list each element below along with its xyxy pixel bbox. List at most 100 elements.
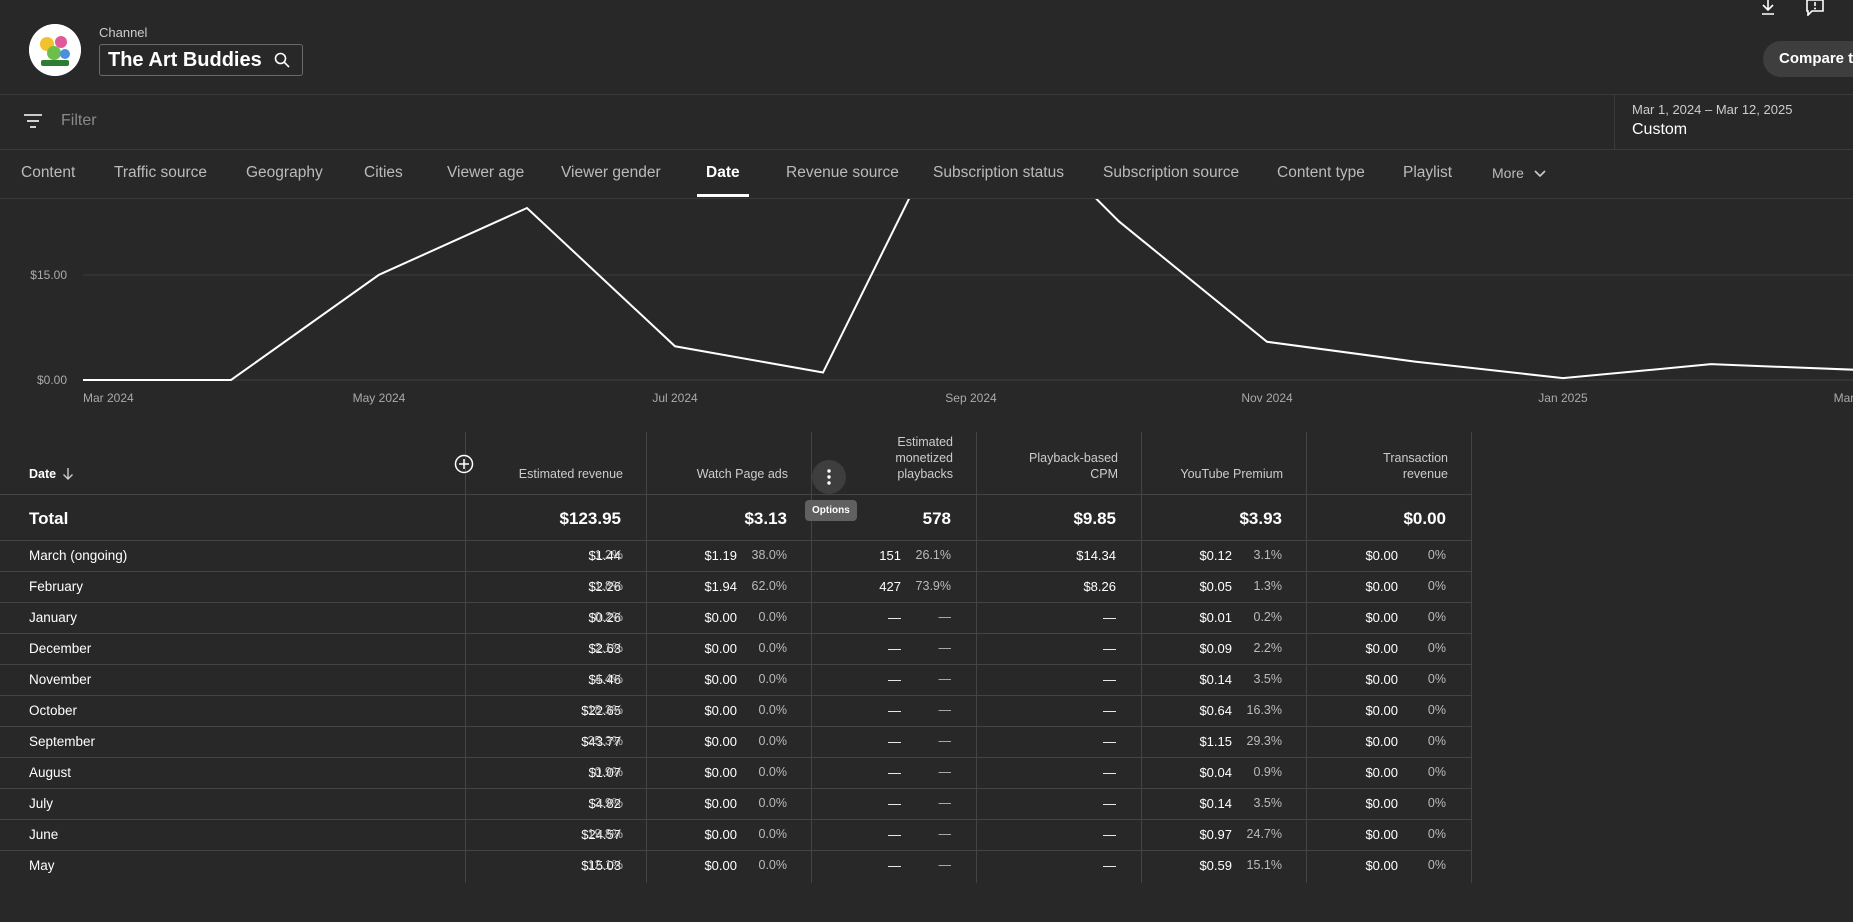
cell-value: $0.26 (588, 610, 621, 625)
cell-value: — (1103, 672, 1116, 687)
row-date-label: June (29, 827, 59, 842)
cell-value: $0.00 (1365, 641, 1398, 656)
channel-logo-icon (29, 24, 81, 76)
cell-percent: 1.3% (1253, 579, 1283, 593)
chevron-down-icon (1534, 170, 1546, 178)
cell-percent: 0.2% (594, 610, 624, 624)
date-column-header[interactable]: Date (0, 432, 465, 494)
cell-value: $0.00 (1365, 672, 1398, 687)
tab-content[interactable]: Content (21, 164, 76, 181)
cell-value: $2.63 (588, 641, 621, 656)
table-row: August $1.07 0.9% $0.00 0.0% — — — $0.04 0.9% $0.0… (0, 757, 1472, 789)
cell-value: $0.00 (704, 858, 737, 873)
x-tick-label: Mar 2025 (1834, 391, 1853, 405)
cell-percent: 16.3% (1246, 703, 1282, 717)
tab-subscription-status[interactable]: Subscription status (933, 164, 1064, 181)
data-point[interactable] (1560, 375, 1566, 381)
cell-value: $0.05 (1199, 579, 1232, 594)
data-point[interactable] (1116, 218, 1122, 224)
tab-geography[interactable]: Geography (246, 164, 323, 181)
filter-input[interactable]: Filter (61, 112, 97, 129)
data-point[interactable] (376, 272, 382, 278)
cell-percent: 2.2% (1253, 641, 1283, 655)
table-row: May $15.03 12.1% $0.00 0.0% — — — $0.59 15.1% $0.0… (0, 850, 1472, 882)
cell-percent: 0.9% (1253, 765, 1283, 779)
data-point[interactable] (80, 377, 86, 383)
data-point[interactable] (672, 343, 678, 349)
tab-viewer-gender[interactable]: Viewer gender (561, 164, 661, 181)
cell-value: — (1103, 765, 1116, 780)
cell-percent: 2.1% (594, 641, 624, 655)
dimension-tabs: Content Traffic source Geography Cities … (0, 150, 1853, 199)
filter-icon[interactable] (24, 113, 42, 129)
tab-revenue-source[interactable]: Revenue source (786, 164, 899, 181)
cell-percent: 3.1% (1253, 548, 1283, 562)
cell-value: — (888, 734, 901, 749)
cell-percent: 0% (1427, 703, 1446, 717)
add-column-icon[interactable] (454, 454, 474, 474)
row-date-label: February (29, 579, 84, 594)
cell-value: $0.00 (1365, 734, 1398, 749)
cell-value: $0.00 (704, 765, 737, 780)
cell-percent: — (938, 672, 952, 686)
tab-traffic-source[interactable]: Traffic source (114, 164, 208, 181)
cell-percent: 0% (1427, 734, 1446, 748)
cell-value: $0.00 (1365, 579, 1398, 594)
date-range-label: Mar 1, 2024 – Mar 12, 2025 (1632, 102, 1793, 117)
cell-percent: 3.5% (1253, 672, 1283, 686)
compare-button[interactable]: Compare to... (1763, 41, 1853, 77)
cell-percent: — (938, 827, 952, 841)
cell-percent: 0% (1427, 672, 1446, 686)
cell-value: $1.19 (704, 548, 737, 563)
column-header-monetized-playbacks[interactable]: Estimated monetized playbacks (812, 432, 976, 494)
column-divider (465, 432, 466, 883)
tab-cities[interactable]: Cities (364, 164, 403, 181)
tab-more[interactable]: More (1492, 165, 1546, 181)
cell-value: — (1103, 827, 1116, 842)
data-point[interactable] (524, 205, 530, 211)
data-point[interactable] (228, 377, 234, 383)
channel-selector[interactable]: The Art Buddies (99, 44, 303, 76)
cell-value: $2.26 (588, 579, 621, 594)
x-tick-label: Jul 2024 (652, 391, 698, 405)
search-icon (274, 52, 290, 68)
download-icon[interactable] (1760, 0, 1776, 16)
cell-value: $0.00 (1365, 827, 1398, 842)
cell-value: $0.12 (1199, 548, 1232, 563)
tab-viewer-age[interactable]: Viewer age (447, 164, 525, 181)
date-range-picker[interactable]: Mar 1, 2024 – Mar 12, 2025 Custom (1614, 95, 1853, 149)
data-point[interactable] (1708, 361, 1714, 367)
data-point[interactable] (820, 370, 826, 376)
date-header-label: Date (29, 467, 57, 481)
avatar[interactable] (29, 24, 81, 76)
cell-value: $0.00 (704, 641, 737, 656)
cell-percent: 0.0% (758, 765, 788, 779)
cell-percent: 0.0% (758, 827, 788, 841)
cell-value: $15.03 (581, 858, 621, 873)
column-options-button[interactable] (812, 460, 846, 494)
column-header-playback-cpm[interactable]: Playback-based CPM (977, 432, 1141, 494)
cell-value: $0.64 (1199, 703, 1232, 718)
tab-playlist[interactable]: Playlist (1403, 164, 1453, 181)
column-header-youtube-premium[interactable]: YouTube Premium (1142, 432, 1306, 494)
column-header-watch-page-ads[interactable]: Watch Page ads (647, 432, 811, 494)
column-header-estimated-revenue[interactable]: Estimated revenue (466, 432, 646, 494)
tab-subscription-source[interactable]: Subscription source (1103, 164, 1240, 181)
row-date-label: August (29, 765, 72, 780)
cell-value: $0.00 (1365, 610, 1398, 625)
cell-value: — (1103, 641, 1116, 656)
data-point[interactable] (1264, 339, 1270, 345)
feedback-icon[interactable] (1806, 0, 1824, 16)
date-range-value: Custom (1632, 121, 1688, 138)
column-header-transaction-revenue[interactable]: Transaction revenue (1307, 432, 1471, 494)
cell-percent: 19.8% (587, 827, 623, 841)
tab-content-type[interactable]: Content type (1277, 164, 1365, 181)
cell-value: $24.57 (581, 827, 621, 842)
x-tick-label: Sep 2024 (945, 391, 997, 405)
cell-value: — (1103, 734, 1116, 749)
sort-down-icon (63, 468, 74, 480)
cell-percent: 4.4% (594, 672, 624, 686)
column-header-label: Transaction revenue (1383, 451, 1448, 481)
data-point[interactable] (1412, 359, 1418, 365)
tab-date[interactable]: Date (697, 164, 749, 197)
